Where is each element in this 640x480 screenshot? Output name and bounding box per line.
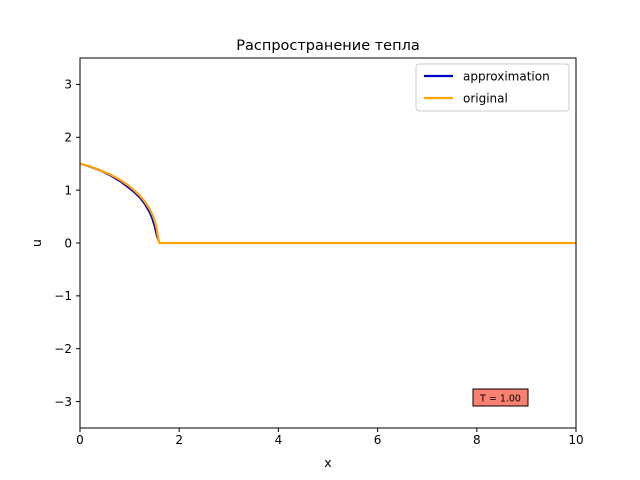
x-tick-label: 4 (275, 433, 283, 447)
x-tick-label: 2 (175, 433, 183, 447)
series-line-original (79, 162, 576, 245)
legend-label-original: original (463, 92, 508, 106)
chart-title: Распространение тепла (236, 38, 420, 54)
x-tick-label: 8 (473, 433, 481, 447)
time-annotation-label: T = 1.00 (479, 394, 521, 405)
time-annotation-box (472, 388, 529, 407)
y-tick-label: 2 (64, 131, 72, 145)
x-tick-label: 10 (568, 433, 583, 447)
y-tick-label: −2 (54, 342, 72, 356)
series-line-approximation (79, 162, 576, 244)
legend: approximation original (415, 63, 570, 112)
x-axis-label: x (324, 455, 331, 470)
y-axis-ticks: −3 −2 −1 0 1 2 3 (54, 78, 80, 409)
y-tick-label: −3 (54, 395, 72, 409)
y-tick-label: 0 (64, 236, 72, 250)
x-tick-label: 6 (374, 433, 382, 447)
y-axis-label: u (29, 239, 44, 247)
time-annotation: T = 1.00 (472, 388, 529, 407)
legend-label-approximation: approximation (463, 70, 550, 84)
x-axis-ticks: 0 2 4 6 8 10 (76, 428, 584, 447)
series-layer (79, 162, 576, 245)
y-tick-label: 1 (64, 183, 72, 197)
y-tick-label: 3 (64, 78, 72, 92)
x-tick-label: 0 (76, 433, 84, 447)
legend-box (415, 63, 570, 112)
y-tick-label: −1 (54, 289, 72, 303)
